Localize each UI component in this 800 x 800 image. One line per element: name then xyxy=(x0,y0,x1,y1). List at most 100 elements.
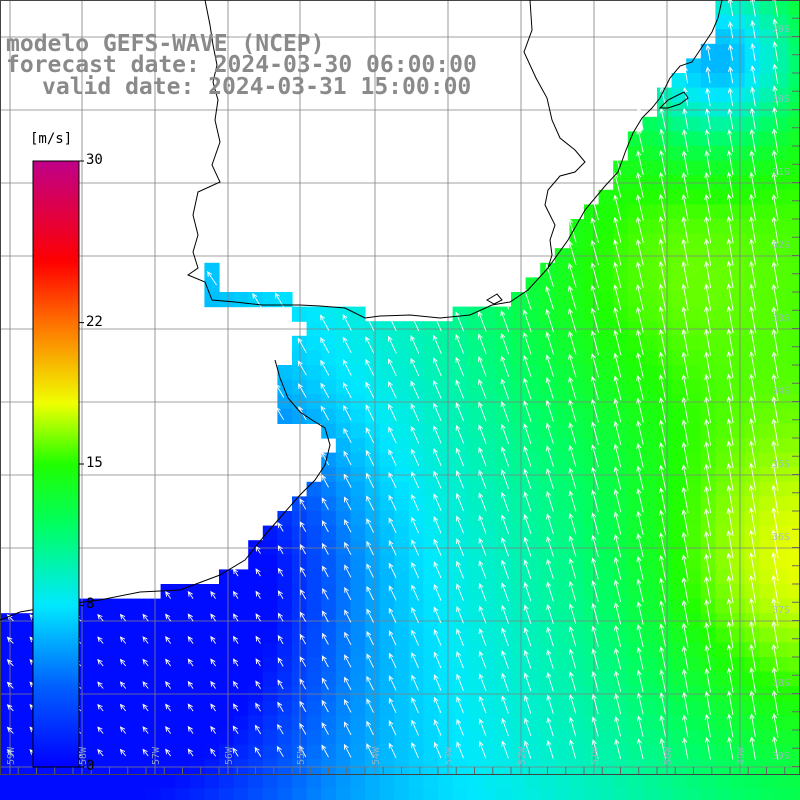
wind-arrow xyxy=(658,374,667,401)
wind-cell xyxy=(0,671,16,687)
wind-cell xyxy=(452,744,468,760)
wind-arrow xyxy=(388,381,397,399)
lon-label: 52W xyxy=(517,746,528,765)
wind-arrow xyxy=(704,305,712,334)
lat-label: 39S xyxy=(772,751,790,762)
wind-cell xyxy=(686,481,702,497)
wind-cell xyxy=(759,73,775,89)
wind-cell xyxy=(481,379,497,395)
wind-cell xyxy=(773,554,789,570)
wind-cell xyxy=(408,715,424,731)
wind-arrow xyxy=(500,378,510,400)
wind-cell xyxy=(700,730,716,746)
wind-cell xyxy=(146,773,162,789)
wind-cell xyxy=(481,773,497,789)
wind-cell xyxy=(160,730,176,746)
wind-arrow xyxy=(119,613,127,622)
wind-arrow xyxy=(321,565,329,578)
wind-arrow xyxy=(750,19,756,39)
wind-cell xyxy=(365,730,381,746)
wind-arrow xyxy=(636,374,644,401)
wind-cell xyxy=(277,700,293,716)
wind-cell xyxy=(189,627,205,643)
wind-cell xyxy=(540,730,556,746)
wind-arrow xyxy=(704,418,711,446)
wind-cell xyxy=(29,773,45,789)
wind-cell xyxy=(511,481,527,497)
wind-cell xyxy=(467,744,483,760)
wind-cell xyxy=(146,642,162,658)
wind-cell xyxy=(773,584,789,600)
wind-cell xyxy=(452,379,468,395)
wind-arrow xyxy=(614,738,622,760)
wind-cell xyxy=(584,335,600,351)
wind-arrow xyxy=(546,581,554,602)
wind-cell xyxy=(116,744,132,760)
wind-cell xyxy=(584,204,600,220)
wind-cell xyxy=(408,730,424,746)
wind-cell xyxy=(554,277,570,293)
wind-cell xyxy=(335,715,351,731)
wind-arrow xyxy=(456,696,464,714)
wind-cell xyxy=(569,350,585,366)
colorbar-gradient xyxy=(32,160,80,768)
wind-cell xyxy=(394,671,410,687)
wind-cell xyxy=(657,438,673,454)
wind-arrow xyxy=(613,150,622,176)
wind-arrow xyxy=(636,646,644,670)
wind-cell xyxy=(759,584,775,600)
wind-arrow xyxy=(433,402,442,422)
wind-cell xyxy=(262,700,278,716)
wind-cell xyxy=(686,73,702,89)
wind-cell xyxy=(730,525,746,541)
lat-label: 35S xyxy=(772,459,790,470)
wind-cell xyxy=(686,773,702,789)
wind-cell xyxy=(189,584,205,600)
wind-arrow xyxy=(567,262,577,288)
wind-cell xyxy=(350,788,366,800)
wind-arrow xyxy=(613,261,622,288)
wind-cell xyxy=(598,438,614,454)
wind-cell xyxy=(452,627,468,643)
wind-cell xyxy=(657,379,673,395)
wind-cell xyxy=(788,627,800,643)
wind-cell xyxy=(452,598,468,614)
wind-arrow xyxy=(344,698,352,713)
wind-cell xyxy=(554,262,570,278)
wind-arrow xyxy=(322,587,329,600)
wind-cell xyxy=(496,350,512,366)
wind-cell xyxy=(686,423,702,439)
wind-arrow xyxy=(636,352,644,378)
wind-cell xyxy=(335,511,351,527)
wind-cell xyxy=(613,700,629,716)
wind-cell xyxy=(394,584,410,600)
wind-cell xyxy=(350,452,366,468)
wind-cell xyxy=(481,627,497,643)
wind-cell xyxy=(598,642,614,658)
wind-cell xyxy=(335,788,351,800)
wind-arrow xyxy=(187,613,194,622)
wind-cell xyxy=(102,715,118,731)
wind-cell xyxy=(788,0,800,16)
wind-arrow xyxy=(727,108,734,130)
wind-cell xyxy=(569,408,585,424)
wind-arrow xyxy=(455,470,465,489)
wind-cell xyxy=(584,379,600,395)
wind-cell xyxy=(715,627,731,643)
wind-arrow xyxy=(388,449,397,466)
wind-cell xyxy=(730,788,746,800)
wind-arrow xyxy=(681,216,689,244)
wind-cell xyxy=(87,627,103,643)
wind-arrow xyxy=(342,336,352,354)
wind-cell xyxy=(219,773,235,789)
wind-cell xyxy=(715,423,731,439)
wind-arrow xyxy=(344,586,352,601)
wind-cell xyxy=(248,730,264,746)
wind-cell xyxy=(0,627,16,643)
wind-arrow xyxy=(591,512,599,535)
wind-cell xyxy=(657,350,673,366)
wind-arrow xyxy=(501,582,509,602)
wind-cell xyxy=(613,657,629,673)
wind-cell xyxy=(700,452,716,468)
wind-cell xyxy=(788,379,800,395)
